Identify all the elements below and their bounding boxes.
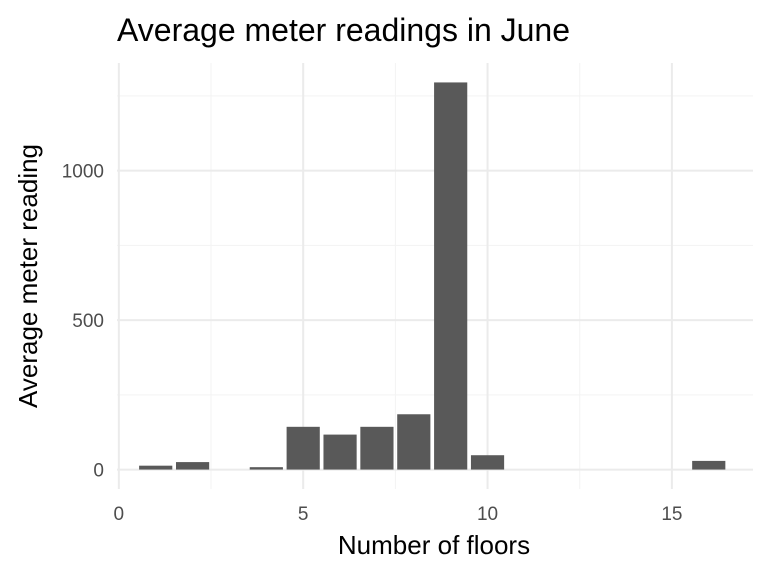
bar	[175, 462, 210, 470]
bar	[286, 426, 320, 470]
y-tick-label: 1000	[62, 162, 104, 183]
bar	[249, 467, 283, 470]
y-tick-label: 500	[72, 311, 104, 332]
bar	[360, 426, 394, 470]
bar	[323, 434, 357, 470]
tick-labels: 0 5 10 15 0 500 1000	[62, 162, 683, 525]
x-axis-title: Number of floors	[338, 530, 530, 560]
y-axis-title: Average meter reading	[13, 144, 43, 408]
bar	[470, 455, 505, 470]
y-tick-label: 0	[93, 461, 104, 482]
bar	[692, 460, 726, 470]
bar	[139, 465, 173, 470]
x-tick-label: 15	[661, 504, 682, 525]
x-tick-label: 10	[477, 504, 498, 525]
bar	[397, 414, 431, 470]
x-tick-label: 5	[298, 504, 309, 525]
chart-title: Average meter readings in June	[117, 12, 570, 48]
bars	[139, 82, 726, 470]
bar	[434, 82, 468, 470]
x-tick-label: 0	[114, 504, 125, 525]
